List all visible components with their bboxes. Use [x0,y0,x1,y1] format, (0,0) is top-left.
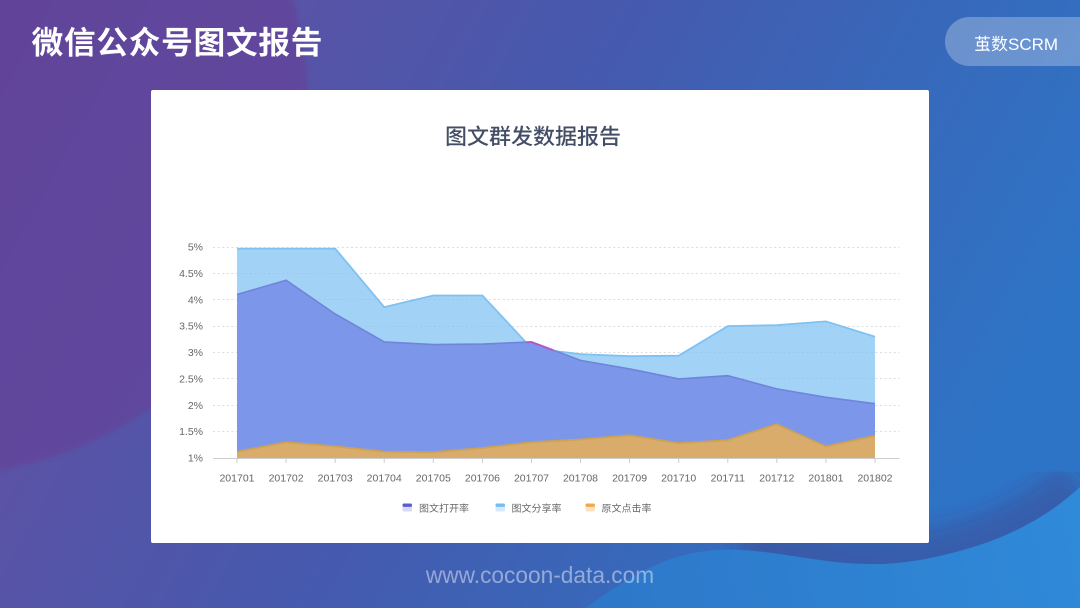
svg-text:201703: 201703 [318,473,353,485]
svg-text:201704: 201704 [367,473,402,485]
svg-text:3.5%: 3.5% [179,321,203,333]
svg-text:201706: 201706 [465,473,500,485]
svg-text:201707: 201707 [514,473,549,485]
svg-text:201801: 201801 [808,473,843,485]
svg-text:4%: 4% [188,294,203,306]
svg-text:201802: 201802 [857,473,892,485]
svg-text:201702: 201702 [269,473,304,485]
svg-text:2%: 2% [188,400,203,412]
svg-text:201710: 201710 [661,473,696,485]
svg-text:201711: 201711 [711,473,745,485]
svg-text:SCRM: SCRM [1008,35,1058,54]
svg-text:5%: 5% [188,242,203,254]
svg-text:201705: 201705 [416,473,451,485]
svg-text:201709: 201709 [612,473,647,485]
svg-text:4.5%: 4.5% [179,268,203,280]
svg-text:1.5%: 1.5% [179,426,203,438]
svg-text:3%: 3% [188,347,203,359]
svg-text:201701: 201701 [219,473,254,485]
svg-text:201708: 201708 [563,473,598,485]
svg-text:www.cocoon-data.com: www.cocoon-data.com [425,562,654,588]
svg-text:2.5%: 2.5% [179,374,203,386]
svg-text:201712: 201712 [759,473,794,485]
svg-text:1%: 1% [188,453,203,465]
